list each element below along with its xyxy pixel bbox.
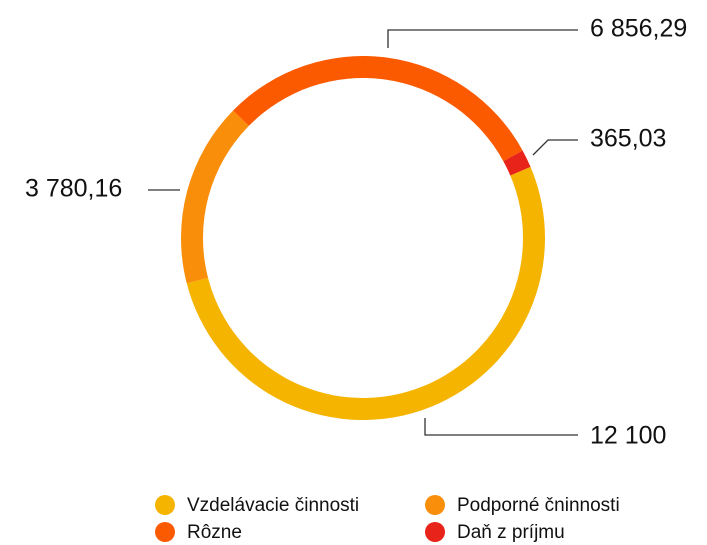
legend-label: Daň z príjmu xyxy=(457,522,565,543)
donut-segment xyxy=(181,110,249,284)
value-label: 3 780,16 xyxy=(25,175,122,203)
donut-segment xyxy=(503,150,531,176)
leader-line xyxy=(532,139,578,156)
value-label: 365,03 xyxy=(590,125,666,153)
value-label: 12 100 xyxy=(590,422,666,450)
legend-label: Podporné čninnosti xyxy=(457,495,620,516)
leader-line xyxy=(424,418,578,436)
leader-line xyxy=(387,29,578,48)
legend-swatch xyxy=(155,522,175,542)
legend-label: Rôzne xyxy=(187,522,242,543)
donut-segment xyxy=(186,166,546,421)
value-label: 6 856,29 xyxy=(590,15,687,43)
legend-swatch xyxy=(155,495,175,515)
donut-segment xyxy=(233,56,523,162)
legend-swatch xyxy=(425,495,445,515)
legend-swatch xyxy=(425,522,445,542)
legend-label: Vzdelávacie činnosti xyxy=(187,495,359,516)
